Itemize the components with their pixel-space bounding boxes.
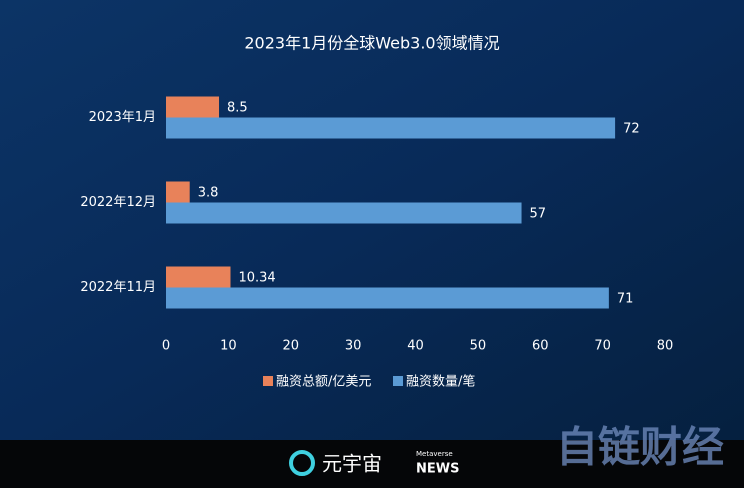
value-label: 57 bbox=[530, 207, 547, 222]
bar bbox=[166, 202, 522, 224]
x-tick-label: 40 bbox=[407, 339, 424, 354]
bar bbox=[166, 117, 616, 139]
legend-label: 融资总额/亿美元 bbox=[276, 375, 371, 390]
y-tick-label: 2022年12月 bbox=[80, 195, 156, 210]
value-label: 8.5 bbox=[227, 101, 248, 116]
x-tick-label: 20 bbox=[282, 339, 299, 354]
logo-news: NEWS bbox=[416, 462, 459, 477]
x-tick-label: 0 bbox=[162, 339, 170, 354]
x-tick-label: 70 bbox=[594, 339, 611, 354]
logo-text: 元宇宙 bbox=[322, 452, 382, 476]
value-label: 72 bbox=[623, 122, 640, 137]
x-tick-label: 30 bbox=[345, 339, 362, 354]
legend-swatch bbox=[263, 376, 273, 386]
logo-icon bbox=[289, 450, 315, 476]
x-tick-label: 80 bbox=[657, 339, 674, 354]
x-tick-label: 50 bbox=[470, 339, 487, 354]
bar bbox=[166, 181, 190, 203]
watermark: 自链财经 bbox=[556, 423, 724, 472]
chart-title: 2023年1月份全球Web3.0领域情况 bbox=[244, 34, 499, 53]
value-label: 3.8 bbox=[198, 186, 219, 201]
x-tick-label: 10 bbox=[220, 339, 237, 354]
y-tick-label: 2022年11月 bbox=[80, 280, 156, 295]
logo-small: Metaverse bbox=[416, 450, 453, 458]
x-tick-label: 60 bbox=[532, 339, 549, 354]
value-label: 71 bbox=[617, 292, 634, 307]
bar bbox=[166, 287, 609, 309]
y-tick-label: 2023年1月 bbox=[89, 110, 156, 125]
footer-band bbox=[0, 440, 744, 488]
legend-label: 融资数量/笔 bbox=[406, 374, 475, 390]
value-label: 10.34 bbox=[238, 271, 275, 286]
bar bbox=[166, 96, 220, 118]
legend-swatch bbox=[393, 376, 403, 386]
bar bbox=[166, 266, 231, 288]
